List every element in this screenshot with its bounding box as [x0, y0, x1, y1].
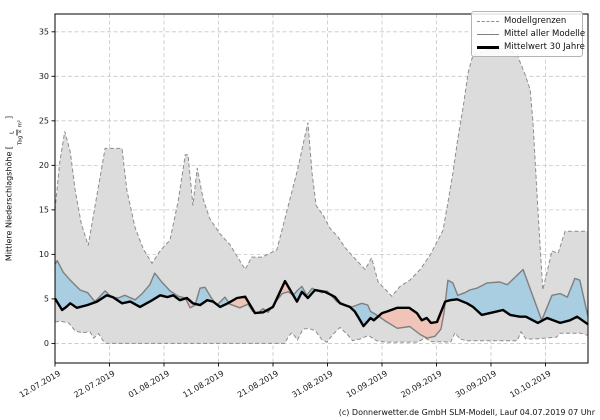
- y-tick-label: 10: [39, 250, 49, 259]
- legend-item-mittelwert-30-jahre: Mittelwert 30 Jahre: [477, 42, 585, 52]
- copyright-footer: (c) Donnerwetter.de GmbH SLM-Modell, Lau…: [338, 408, 595, 417]
- x-tick-label: 21.08.2019: [236, 369, 280, 400]
- x-tick-label: 12.07.2019: [18, 369, 62, 400]
- x-tick-label: 30.09.2019: [454, 369, 498, 400]
- model-min-line: [54, 320, 589, 344]
- legend-item-mittel-aller-modelle: Mittel aller Modelle: [477, 29, 585, 39]
- y-tick-label: 25: [39, 117, 49, 126]
- x-tick-label: 31.08.2019: [290, 369, 334, 400]
- mean-30-years-line: [53, 279, 589, 328]
- x-tick-label: 22.07.2019: [72, 369, 116, 400]
- dashed-line-sample-icon: [477, 20, 499, 22]
- y-tick-label: 30: [39, 72, 49, 81]
- y-tick-label: 15: [39, 206, 49, 215]
- x-tick-label: 20.09.2019: [399, 369, 443, 400]
- black-line-sample-icon: [477, 45, 499, 49]
- y-axis-label-suffix: ]: [4, 115, 14, 119]
- legend-label: Mittel aller Modelle: [504, 29, 586, 39]
- x-tick-label: 11.08.2019: [181, 369, 225, 400]
- y-axis-label-prefix: Mittlere Niederschlagshöhe [: [4, 145, 14, 262]
- model-envelope-area: [55, 47, 588, 344]
- y-tick-label: 5: [44, 295, 49, 304]
- x-tick-label: 10.09.2019: [345, 369, 389, 400]
- y-tick-label: 0: [44, 339, 49, 348]
- legend-label: Modellgrenzen: [504, 16, 567, 26]
- legend-label: Mittelwert 30 Jahre: [504, 42, 585, 52]
- plot-border: [54, 13, 589, 364]
- y-tick-label: 20: [39, 161, 49, 170]
- x-tick-label: 10.10.2019: [508, 369, 552, 400]
- legend-item-modellgrenzen: Modellgrenzen: [477, 16, 576, 26]
- y-tick-label: 35: [39, 28, 49, 37]
- y-axis-label: Mittlere Niederschlagshöhe [L Tag × m²]: [4, 99, 24, 279]
- gray-line-sample-icon: [477, 33, 499, 35]
- x-tick-label: 01.08.2019: [127, 369, 171, 400]
- legend: Modellgrenzen Mittel aller Modelle Mitte…: [471, 11, 585, 57]
- unit-denominator: Tag × m²: [17, 119, 24, 145]
- unit-numerator: L: [9, 129, 18, 136]
- model-above-normal-area: [55, 261, 588, 326]
- y-axis-unit-fraction: L Tag × m²: [9, 119, 24, 145]
